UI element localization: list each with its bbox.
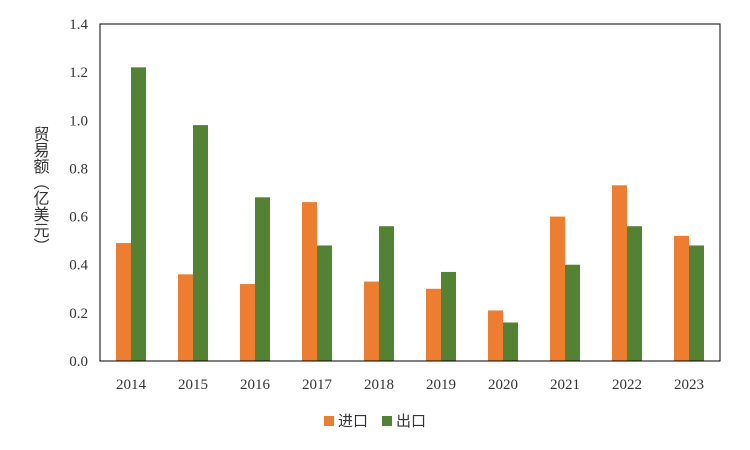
bar-export-2016 — [255, 197, 270, 361]
plot-area-frame — [99, 23, 721, 362]
bar-import-2021 — [550, 216, 565, 361]
y-tick-label: 0.2 — [69, 306, 88, 322]
x-tick-label: 2018 — [364, 377, 394, 393]
x-tick-label: 2019 — [426, 377, 456, 393]
x-tick-label: 2023 — [674, 377, 704, 393]
legend: 进口 出口 — [0, 410, 750, 431]
x-tick-label: 2017 — [302, 377, 333, 393]
x-tick-label: 2014 — [116, 377, 147, 393]
x-tick-label: 2016 — [240, 377, 271, 393]
y-tick-label: 0.4 — [69, 258, 88, 274]
bar-import-2022 — [612, 185, 627, 361]
bar-export-2022 — [627, 226, 642, 361]
bars — [116, 67, 704, 361]
bar-import-2017 — [302, 202, 317, 361]
bar-export-2015 — [193, 125, 208, 361]
y-tick-label: 0.8 — [69, 161, 88, 177]
legend-swatch-import — [323, 415, 334, 426]
bar-import-2018 — [364, 281, 379, 361]
bar-import-2019 — [426, 288, 441, 361]
legend-label-import: 进口 — [337, 412, 368, 430]
bar-import-2015 — [178, 274, 193, 361]
x-tick-label: 2015 — [178, 377, 208, 393]
y-tick-label: 1.4 — [69, 17, 88, 33]
bar-export-2021 — [565, 264, 580, 361]
bar-export-2019 — [441, 271, 456, 361]
y-tick-label: 0.0 — [69, 354, 88, 370]
x-tick-label: 2022 — [612, 377, 642, 393]
legend-item-export: 出口 — [382, 410, 426, 431]
x-tick-label: 2021 — [550, 377, 580, 393]
bar-import-2014 — [116, 243, 131, 361]
y-tick-label: 1.2 — [69, 65, 88, 81]
bar-import-2020 — [488, 310, 503, 361]
y-tick-label: 1.0 — [69, 113, 88, 129]
bar-import-2016 — [240, 283, 255, 361]
bar-export-2017 — [317, 245, 332, 361]
y-axis-ticks: 0.0 0.2 0.4 0.6 0.8 1.0 1.2 1.4 — [69, 17, 88, 370]
y-axis-label: 贸易额（亿美元） — [31, 126, 50, 254]
legend-swatch-export — [382, 415, 392, 426]
bar-export-2020 — [503, 322, 518, 361]
x-tick-label: 2020 — [488, 377, 518, 393]
bar-export-2018 — [379, 226, 394, 361]
y-tick-label: 0.6 — [69, 210, 88, 226]
bar-export-2014 — [131, 67, 146, 361]
legend-label-export: 出口 — [396, 412, 427, 430]
x-axis-ticks: 2014 2015 2016 2017 2018 2019 2020 2021 2022 2023 — [116, 377, 704, 393]
bar-import-2023 — [674, 235, 689, 361]
bar-export-2023 — [689, 245, 704, 361]
legend-item-import: 进口 — [323, 410, 368, 431]
